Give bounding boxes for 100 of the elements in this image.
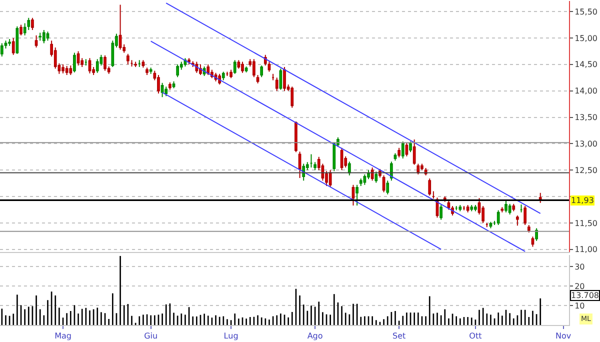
x-tick-label: Giu — [144, 332, 158, 341]
candlestick — [241, 61, 244, 74]
candlestick — [142, 60, 145, 68]
candlestick — [458, 204, 462, 212]
candlestick — [256, 74, 260, 84]
candlestick — [294, 120, 298, 153]
y-tick-label: 13,50 — [574, 113, 598, 122]
candlestick — [428, 178, 432, 196]
candlestick — [34, 34, 38, 48]
candlestick — [88, 58, 92, 74]
candlestick — [401, 141, 404, 159]
candlestick — [62, 64, 64, 74]
candlestick — [386, 180, 390, 195]
candlestick — [359, 178, 362, 186]
candlestick — [405, 142, 408, 157]
candlestick — [275, 77, 278, 92]
x-tick-label: Ago — [307, 332, 323, 341]
candlestick — [206, 64, 210, 76]
candlestick — [188, 58, 190, 65]
candlestick — [470, 204, 474, 212]
candlestick — [8, 38, 11, 46]
y-tick-label: 14,00 — [574, 86, 598, 96]
y-tick-label: 13,00 — [574, 139, 598, 148]
candlestick — [73, 52, 76, 73]
candlestick — [290, 86, 294, 108]
x-tick-label: Lug — [224, 332, 238, 341]
candlestick — [164, 86, 168, 97]
candlestick — [69, 64, 72, 76]
candlestick — [409, 141, 412, 153]
candlestick — [244, 66, 248, 73]
candlestick — [283, 66, 286, 92]
candlestick — [512, 203, 516, 212]
candlestick — [500, 206, 504, 213]
x-tick-label: Set — [392, 332, 406, 341]
candlestick — [126, 53, 130, 65]
candlestick — [252, 58, 256, 78]
candlestick — [134, 61, 137, 68]
y-tick-label: 15,00 — [574, 34, 598, 43]
candlestick — [474, 204, 477, 212]
x-tick-label: Nov — [555, 332, 572, 341]
candlestick — [12, 37, 15, 56]
candlestick — [432, 190, 435, 200]
candlestick — [42, 30, 46, 44]
candlestick — [65, 66, 68, 76]
candlestick — [157, 74, 160, 94]
y-tick-label: 30 — [574, 262, 585, 272]
candlestick — [38, 32, 42, 42]
candlestick — [233, 60, 236, 74]
y-tick-label: 12,50 — [574, 166, 598, 175]
candlestick — [314, 162, 316, 171]
candlestick — [516, 215, 519, 226]
candlestick — [531, 236, 534, 248]
candlestick — [96, 58, 99, 74]
candlestick — [382, 174, 386, 193]
candlestick — [496, 210, 500, 226]
candlestick — [272, 73, 274, 81]
candlestick — [76, 50, 80, 66]
candlestick — [462, 206, 466, 211]
candlestick — [298, 151, 302, 179]
x-tick-label: Ott — [469, 332, 482, 341]
y-tick-label: 20 — [574, 282, 585, 291]
candlestick — [454, 206, 458, 211]
candlestick — [398, 147, 400, 158]
candlestick — [118, 4, 122, 50]
candlestick — [0, 42, 4, 57]
candlestick — [84, 58, 88, 66]
candlestick — [31, 17, 34, 31]
candlestick — [466, 204, 470, 213]
candlestick — [394, 152, 397, 162]
candlestick — [222, 71, 225, 81]
candlestick — [149, 67, 152, 74]
candlestick — [310, 154, 313, 168]
y-tick-label: 10 — [574, 301, 585, 310]
candlestick — [237, 60, 240, 70]
candlestick — [508, 203, 512, 215]
candlestick — [504, 200, 508, 213]
candlestick — [485, 222, 488, 228]
candlestick — [176, 64, 180, 78]
y-tick-label: 14,50 — [574, 60, 598, 70]
candlestick — [416, 163, 420, 175]
ref-line-label: 11,93 — [571, 196, 594, 205]
y-tick-label: 11,00 — [574, 245, 598, 254]
candlestick — [230, 69, 232, 79]
candlestick — [168, 82, 172, 90]
candlestick — [160, 82, 164, 98]
candlestick — [260, 64, 264, 78]
candlestick — [370, 166, 374, 182]
y-tick-label: 15,50 — [574, 7, 598, 16]
candlestick — [527, 224, 530, 233]
candlestick — [535, 228, 538, 242]
candlestick — [363, 174, 366, 186]
candlestick — [356, 184, 358, 206]
candlestick — [328, 170, 332, 188]
candlestick — [412, 138, 416, 166]
candlestick — [20, 24, 22, 36]
candlestick — [524, 206, 527, 226]
x-tick-label: Mag — [54, 332, 72, 341]
y-tick-label: 11,50 — [574, 218, 598, 228]
candlestick — [348, 161, 351, 176]
candlestick — [146, 67, 148, 76]
